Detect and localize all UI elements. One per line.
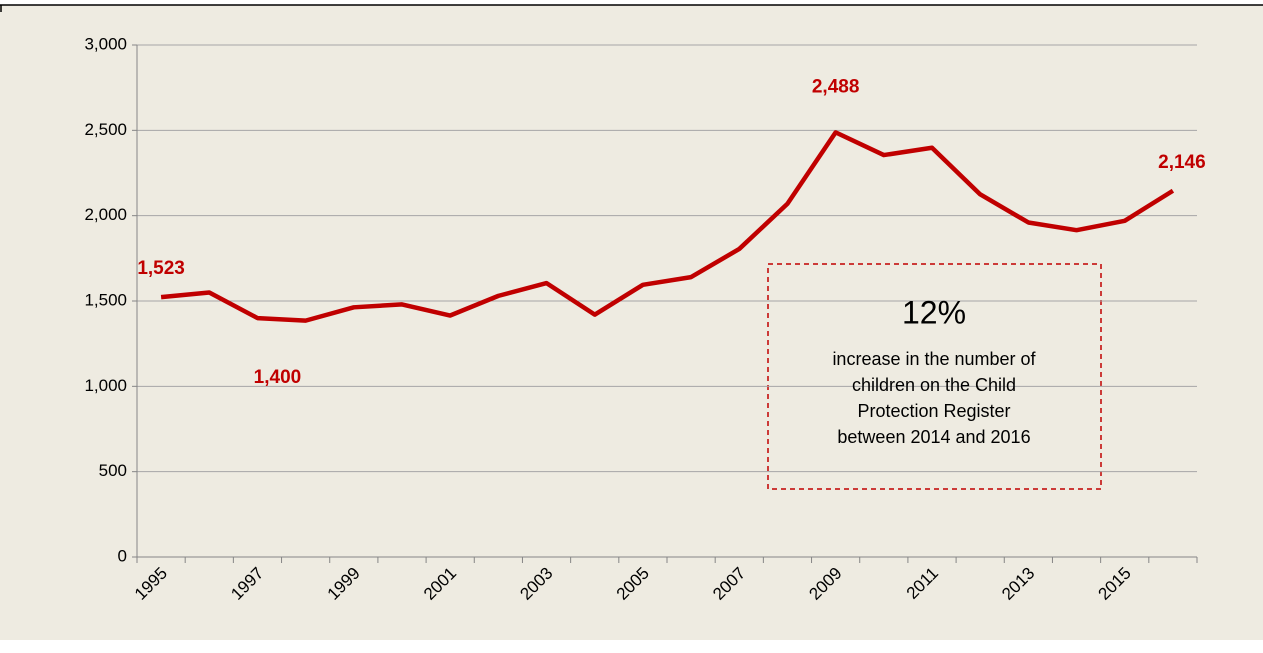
annotation-text: Protection Register <box>857 401 1010 421</box>
y-tick-label: 2,500 <box>84 120 127 139</box>
data-label: 1,400 <box>254 367 302 388</box>
annotation-text: between 2014 and 2016 <box>837 427 1030 447</box>
chart-background <box>0 5 1263 640</box>
y-tick-label: 1,000 <box>84 376 127 395</box>
data-label: 2,488 <box>812 76 860 97</box>
data-label: 1,523 <box>137 258 185 279</box>
line <box>160 130 1175 323</box>
y-tick-label: 0 <box>118 546 127 565</box>
annotation-headline: 12% <box>902 294 966 330</box>
annotation-box <box>767 263 1102 490</box>
annotation-text: increase in the number of <box>832 349 1036 369</box>
y-tick-label: 3,000 <box>84 34 127 53</box>
data-label: 2,146 <box>1158 152 1206 173</box>
y-tick-label: 1,500 <box>84 290 127 309</box>
y-tick-label: 2,000 <box>84 205 127 224</box>
y-tick-label: 500 <box>99 461 127 480</box>
annotation-text: children on the Child <box>852 375 1016 395</box>
